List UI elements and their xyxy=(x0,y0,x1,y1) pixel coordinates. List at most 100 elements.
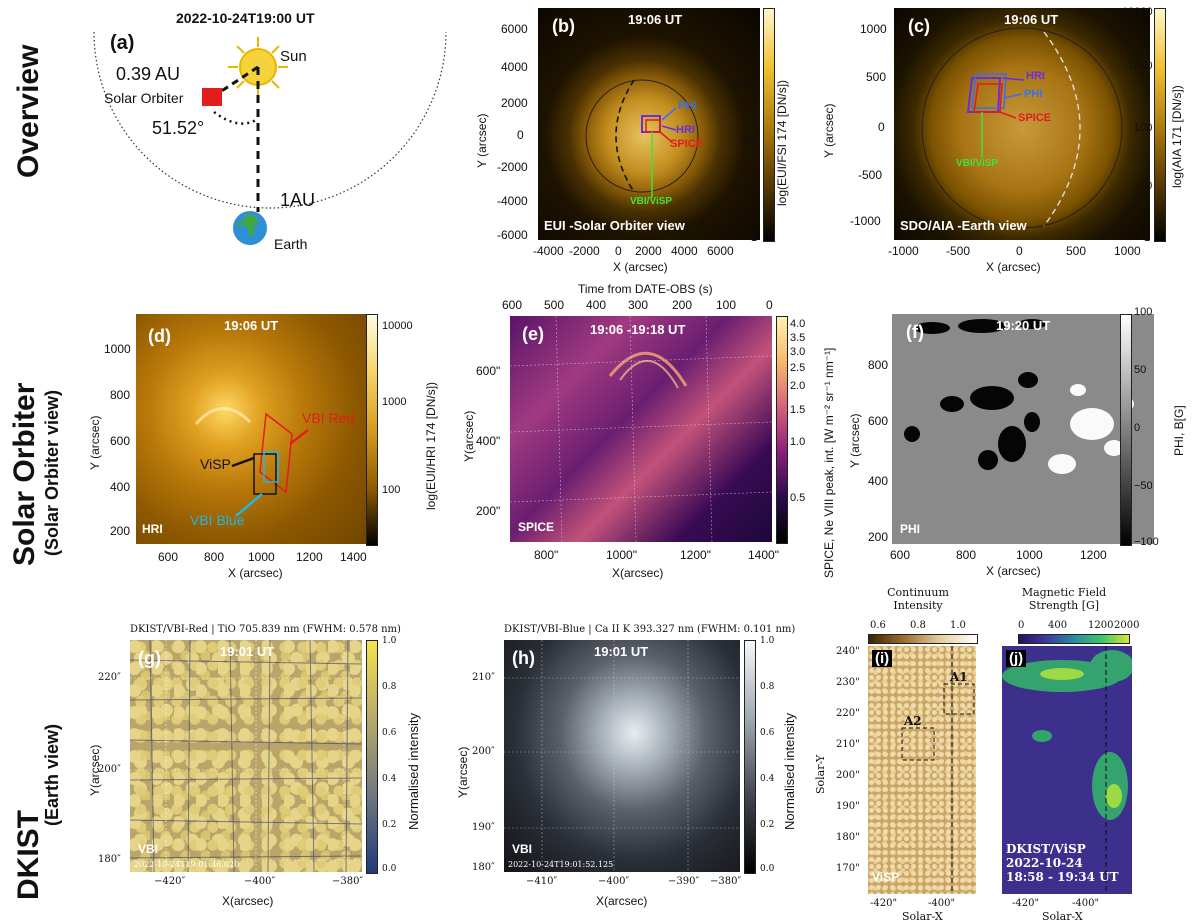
panel-d-time: 19:06 UT xyxy=(224,318,279,333)
panel-h-ytick: 210″ xyxy=(472,672,495,683)
panel-h-time: 19:01 UT xyxy=(594,644,649,659)
panel-f-colorbar xyxy=(1120,314,1132,546)
panel-e-cbar-tick: 1.5 xyxy=(790,404,806,416)
panel-g-xtick: −420″ xyxy=(154,876,186,887)
panel-b-xtick: 2000 xyxy=(635,244,662,258)
panel-a-tag: (a) xyxy=(110,32,135,54)
panel-j-colorbar xyxy=(1018,634,1130,644)
panel-j: Magnetic Field Strength [G] 0 400 1200 2… xyxy=(990,584,1200,923)
panel-b-xtick: 6000 xyxy=(707,244,734,258)
panel-j-image: (j) DKIST/ViSP 2022-10-24 18:58 - 19:34 … xyxy=(1002,646,1132,894)
panel-e-tag: (e) xyxy=(522,324,544,344)
panel-c-xlabel: X (arcsec) xyxy=(986,260,1041,274)
panel-f-xtick: 1000 xyxy=(1016,548,1043,562)
panel-g-cbar-tick: 0.0 xyxy=(382,864,397,874)
panel-d-xtick: 800 xyxy=(204,550,225,564)
panel-b: (b) 19:06 UT PHI HRI SPICE VBI/ViSP EUI … xyxy=(463,0,793,290)
panel-b-ytick: 4000 xyxy=(501,60,528,74)
panel-e-xtick: 1200" xyxy=(680,548,711,562)
panel-e-toptick: 600 xyxy=(502,298,523,312)
panel-b-cbar-tick: 1000 xyxy=(731,80,756,92)
panel-i-ytick: 240" xyxy=(836,646,860,657)
panel-h-cbar-tick: 1.0 xyxy=(760,636,775,646)
panel-d-label-vbi-blue: VBI Blue xyxy=(190,512,245,528)
panel-c-cbar-tick: 1000 xyxy=(1128,60,1153,72)
panel-i: Continuum Intensity 0.6 0.8 1.0 (i) A1 A… xyxy=(810,584,990,923)
panel-c-time: 19:06 UT xyxy=(1004,12,1059,27)
panel-c-cbar-tick: 10000 xyxy=(1122,6,1153,18)
panel-e-ytick: 200" xyxy=(476,504,501,518)
panel-d-cbar-label: log(EUI/HRI 174 [DN/s]) xyxy=(424,381,438,510)
panel-f-ytick: 800 xyxy=(868,358,889,372)
panel-e-ylabel: Y(arcsec) xyxy=(462,410,476,462)
row-label-solar-orbiter-sub: (Solar Orbiter view) xyxy=(42,389,62,556)
row-label-solar-orbiter: Solar Orbiter xyxy=(8,382,41,566)
panel-b-label-spice: SPICE xyxy=(670,138,704,150)
row-label-overview: Overview xyxy=(12,44,45,178)
panel-e-xlabel: X(arcsec) xyxy=(612,566,664,580)
panel-j-info-line: 18:58 - 19:34 UT xyxy=(1006,870,1119,884)
panel-g-header: DKIST/VBI-Red | TiO 705.839 nm (FWHM: 0.… xyxy=(130,624,401,635)
panel-e-image: (e) 19:06 -19:18 UT SPICE xyxy=(510,316,772,542)
panel-i-ylabel: Solar-Y xyxy=(814,754,827,794)
panel-e-toptick: 0 xyxy=(766,298,773,312)
panel-h-cbar-label: Normalised intensity xyxy=(782,712,797,830)
panel-a-distance-earth: 1AU xyxy=(280,190,316,210)
panel-i-ytick: 200" xyxy=(836,770,860,781)
panel-e-colorbar xyxy=(776,316,788,544)
panel-h-ylabel: Y(arcsec) xyxy=(456,746,470,798)
panel-d-ytick: 600 xyxy=(110,434,131,448)
panel-d-colorbar xyxy=(366,314,378,546)
panel-j-xtick: -420" xyxy=(1012,898,1040,909)
panel-g-stamp: 2022-10-24T19:01:46.020 xyxy=(134,860,240,869)
panel-g-cbar-tick: 0.4 xyxy=(382,774,397,784)
panel-b-footer: EUI -Solar Orbiter view xyxy=(544,218,685,233)
earth-icon xyxy=(233,211,267,245)
panel-e-cbar-label: SPICE, Ne VIII peak, int. [W m⁻² sr⁻¹ nm… xyxy=(822,347,836,578)
panel-d-xtick: 1400 xyxy=(340,550,367,564)
panel-f-xtick: 1200 xyxy=(1080,548,1107,562)
panel-b-xtick: -2000 xyxy=(569,244,600,258)
panel-b-xtick: 4000 xyxy=(671,244,698,258)
sun-orbiter-line xyxy=(213,65,259,98)
panel-e-cbar-tick: 3.0 xyxy=(790,346,806,358)
panel-c-ytick: -1000 xyxy=(850,214,881,228)
panel-j-xtick: -400" xyxy=(1072,898,1100,909)
panel-d-xtick: 1000 xyxy=(248,550,275,564)
panel-g-ytick: 200″ xyxy=(98,764,121,775)
panel-f-xlabel: X (arcsec) xyxy=(986,564,1041,578)
panel-c-cbar-tick: 10 xyxy=(1140,180,1153,192)
panel-d-label-vbi-red: VBI Red xyxy=(302,410,355,426)
panel-a-distance-so: 0.39 AU xyxy=(116,64,181,84)
panel-h-cbar-tick: 0.6 xyxy=(760,728,775,738)
earth-orbit xyxy=(93,31,447,209)
panel-j-info: DKIST/ViSP 2022-10-24 18:58 - 19:34 UT xyxy=(1006,842,1119,884)
panel-c-xtick: 500 xyxy=(1066,244,1087,258)
panel-b-ytick: 2000 xyxy=(501,96,528,110)
panel-b-xlabel: X (arcsec) xyxy=(613,260,668,274)
panel-f-time: 19:20 UT xyxy=(996,318,1051,333)
panel-b-ylabel: Y (arcsec) xyxy=(475,113,489,168)
panel-i-ytick: 220" xyxy=(836,708,860,719)
panel-b-tag: (b) xyxy=(552,16,575,36)
panel-d-tag: (d) xyxy=(148,326,171,346)
panel-j-cbar-title: Magnetic Field Strength [G] xyxy=(1021,586,1107,612)
panel-i-ytick: 170" xyxy=(836,863,860,874)
panel-f-cbar-label: PHI, B[G] xyxy=(1172,405,1186,456)
angle-arc xyxy=(213,110,257,125)
panel-j-info-line: DKIST/ViSP xyxy=(1006,842,1086,856)
panel-b-colorbar xyxy=(763,8,775,242)
panel-g-tag: (g) xyxy=(138,648,161,668)
panel-i-footer: ViSP xyxy=(872,870,900,884)
panel-c-label-phi: PHI xyxy=(1024,88,1043,100)
panel-b-xtick: -4000 xyxy=(533,244,564,258)
solar-orbiter-icon xyxy=(202,88,222,106)
panel-i-colorbar xyxy=(868,634,978,644)
panel-d-label-visp: ViSP xyxy=(200,456,231,472)
panel-d: (d) 19:06 UT VBI Red ViSP VBI Blue HRI 1… xyxy=(88,310,468,590)
orbit-diagram xyxy=(93,31,447,245)
panel-i-xtick: -400" xyxy=(928,898,956,909)
panel-i-ytick: 190" xyxy=(836,801,860,812)
panel-c: (c) 19:06 UT HRI PHI SPICE VBI/ViSP SDO/… xyxy=(802,0,1200,290)
panel-b-ytick: -6000 xyxy=(497,228,528,242)
